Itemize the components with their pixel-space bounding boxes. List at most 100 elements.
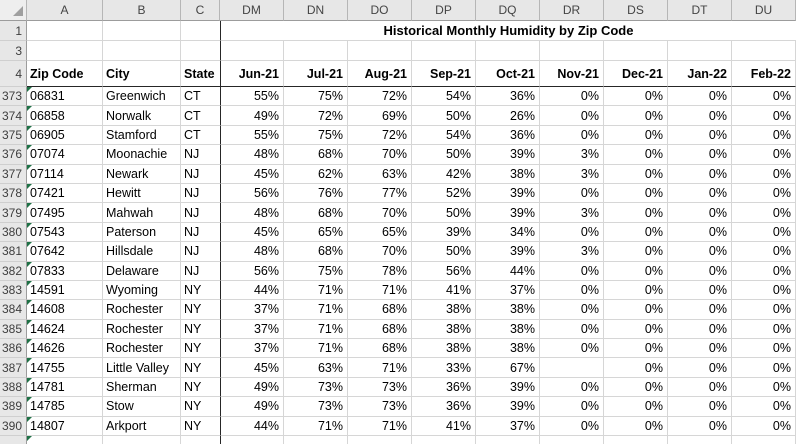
cell-empty[interactable] [476, 41, 540, 61]
cell-city[interactable]: Little Valley [103, 358, 181, 378]
column-header-DS[interactable]: DS [604, 0, 668, 21]
cell-empty[interactable] [27, 41, 103, 61]
column-header-C[interactable]: C [181, 0, 220, 21]
cell-humidity-value[interactable]: 55% [220, 87, 284, 107]
cell-humidity-value[interactable]: 0% [540, 300, 604, 320]
cell-zip-code[interactable]: 14781 [27, 377, 103, 398]
cell-zip-code[interactable]: 14591 [27, 280, 103, 301]
cell-humidity-value[interactable] [284, 436, 348, 444]
cell-humidity-value[interactable]: 68% [348, 319, 412, 340]
cell-humidity-value[interactable]: 56% [220, 183, 284, 204]
cell-humidity-value[interactable]: 36% [412, 377, 476, 398]
cell-humidity-value[interactable]: 0% [668, 358, 732, 378]
cell-humidity-value[interactable]: 70% [348, 242, 412, 262]
cell-humidity-value[interactable]: 38% [412, 319, 476, 340]
cell-empty[interactable] [412, 41, 476, 61]
cell-zip-code[interactable]: 14785 [27, 397, 103, 417]
cell-empty[interactable] [732, 41, 796, 61]
row-header-1[interactable]: 1 [0, 21, 27, 41]
cell-state[interactable]: NY [181, 280, 220, 301]
cell-humidity-value[interactable]: 39% [476, 397, 540, 417]
cell-state[interactable]: CT [181, 87, 220, 107]
cell-empty[interactable] [27, 21, 103, 41]
cell-humidity-value[interactable]: 0% [732, 183, 796, 204]
cell-humidity-value[interactable]: 0% [604, 164, 668, 184]
cell-empty[interactable] [181, 41, 220, 61]
cell-humidity-value[interactable]: 71% [284, 319, 348, 340]
cell-empty[interactable] [103, 21, 181, 41]
cell-empty[interactable] [103, 41, 181, 61]
cell-humidity-value[interactable]: 34% [476, 222, 540, 243]
header-cell-month[interactable]: Feb-22 [732, 61, 796, 87]
cell-state[interactable]: NJ [181, 164, 220, 184]
cell-humidity-value[interactable]: 37% [220, 319, 284, 340]
cell-zip-code[interactable]: 14626 [27, 339, 103, 359]
row-header-3[interactable]: 3 [0, 41, 27, 61]
cell-humidity-value[interactable]: 71% [348, 416, 412, 437]
row-header[interactable]: 386 [0, 339, 27, 359]
cell-humidity-value[interactable]: 71% [284, 416, 348, 437]
cell-city[interactable]: Norwalk [103, 106, 181, 126]
cell-humidity-value[interactable]: 72% [284, 106, 348, 126]
cell-zip-code[interactable] [27, 436, 103, 444]
cell-humidity-value[interactable]: 0% [732, 280, 796, 301]
row-header[interactable]: 376 [0, 145, 27, 165]
row-header[interactable]: 383 [0, 280, 27, 301]
row-header[interactable]: 390 [0, 416, 27, 437]
cell-humidity-value[interactable]: 0% [732, 397, 796, 417]
cell-humidity-value[interactable]: 0% [732, 358, 796, 378]
cell-humidity-value[interactable]: 62% [284, 164, 348, 184]
cell-humidity-value[interactable]: 37% [476, 280, 540, 301]
cell-zip-code[interactable]: 07114 [27, 164, 103, 184]
cell-humidity-value[interactable]: 0% [668, 203, 732, 223]
cell-empty[interactable] [284, 41, 348, 61]
cell-humidity-value[interactable]: 0% [732, 222, 796, 243]
cell-humidity-value[interactable]: 3% [540, 164, 604, 184]
cell-humidity-value[interactable]: 0% [604, 242, 668, 262]
cell-city[interactable]: Newark [103, 164, 181, 184]
cell-humidity-value[interactable]: 55% [220, 125, 284, 146]
cell-humidity-value[interactable]: 0% [604, 358, 668, 378]
row-header[interactable]: 381 [0, 242, 27, 262]
cell-zip-code[interactable]: 07642 [27, 242, 103, 262]
cell-empty[interactable] [540, 41, 604, 61]
cell-humidity-value[interactable]: 0% [540, 222, 604, 243]
cell-humidity-value[interactable] [220, 436, 284, 444]
cell-state[interactable]: NJ [181, 203, 220, 223]
cell-zip-code[interactable]: 07543 [27, 222, 103, 243]
cell-humidity-value[interactable]: 0% [668, 261, 732, 281]
cell-humidity-value[interactable] [348, 436, 412, 444]
row-header[interactable]: 385 [0, 319, 27, 340]
cell-humidity-value[interactable]: 38% [476, 300, 540, 320]
cell-humidity-value[interactable]: 45% [220, 164, 284, 184]
cell-city[interactable]: Hillsdale [103, 242, 181, 262]
select-all-button[interactable] [0, 0, 27, 21]
cell-humidity-value[interactable]: 77% [348, 183, 412, 204]
cell-zip-code[interactable]: 07074 [27, 145, 103, 165]
cell-humidity-value[interactable]: 26% [476, 106, 540, 126]
header-cell-month[interactable]: Nov-21 [540, 61, 604, 87]
cell-state[interactable] [181, 436, 220, 444]
row-header[interactable]: 379 [0, 203, 27, 223]
cell-humidity-value[interactable]: 41% [412, 416, 476, 437]
cell-humidity-value[interactable]: 0% [668, 416, 732, 437]
cell-humidity-value[interactable]: 73% [284, 377, 348, 398]
cell-humidity-value[interactable]: 0% [732, 261, 796, 281]
cell-humidity-value[interactable]: 48% [220, 203, 284, 223]
cell-humidity-value[interactable]: 70% [348, 203, 412, 223]
cell-humidity-value[interactable]: 0% [604, 87, 668, 107]
row-header[interactable]: 384 [0, 300, 27, 320]
header-cell-month[interactable]: Jul-21 [284, 61, 348, 87]
column-header-DP[interactable]: DP [412, 0, 476, 21]
header-cell-month[interactable]: Oct-21 [476, 61, 540, 87]
row-header[interactable]: 389 [0, 397, 27, 417]
cell-city[interactable]: Moonachie [103, 145, 181, 165]
column-header-A[interactable]: A [27, 0, 103, 21]
cell-humidity-value[interactable]: 71% [284, 339, 348, 359]
cell-humidity-value[interactable]: 0% [604, 261, 668, 281]
cell-humidity-value[interactable]: 68% [284, 242, 348, 262]
cell-humidity-value[interactable]: 36% [476, 87, 540, 107]
column-header-DN[interactable]: DN [284, 0, 348, 21]
cell-humidity-value[interactable]: 38% [412, 300, 476, 320]
cell-zip-code[interactable]: 07421 [27, 183, 103, 204]
